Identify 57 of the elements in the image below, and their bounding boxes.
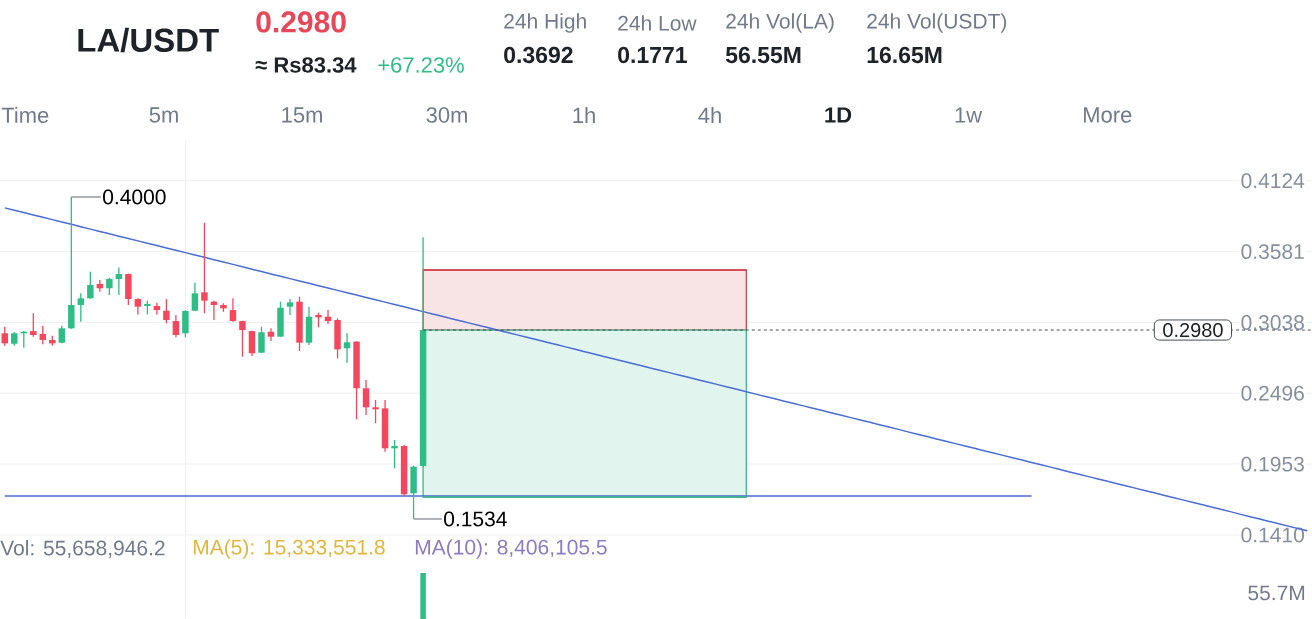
candlestick	[372, 399, 379, 424]
text: 0.1771	[618, 46, 687, 64]
text: More	[1084, 107, 1132, 123]
candlestick	[343, 332, 351, 364]
candlestick	[68, 196, 75, 330]
candlestick	[229, 297, 237, 323]
text: MA(10): 8,406,105.5	[415, 539, 607, 559]
annotation: 0.1534	[444, 511, 507, 527]
text: 0.3692	[504, 46, 573, 64]
candlestick	[77, 292, 85, 323]
text: 1D	[825, 107, 852, 123]
text: Vol: 55,658,946.2	[0, 540, 165, 558]
candlestick	[391, 439, 398, 469]
candlestick	[191, 282, 199, 312]
y-tick-label: 0.3581	[1241, 244, 1304, 260]
y-tick-label: 0.4124	[1241, 173, 1305, 189]
candlestick	[87, 271, 94, 300]
text: 24h Vol(USDT)	[867, 13, 1007, 33]
text: MA(5): 15,333,551.8	[193, 539, 385, 559]
candlestick	[362, 379, 370, 416]
text: 0.2980	[256, 11, 346, 33]
candlestick	[172, 314, 180, 338]
annotation: 0.4000	[103, 189, 166, 205]
candlestick	[267, 327, 275, 342]
text: ≈ Rs83.34	[255, 57, 357, 73]
y-tick-label: 0.3038	[1241, 315, 1304, 330]
chart-title: LA/USDT	[78, 27, 219, 53]
text: 15m	[282, 107, 322, 123]
candlestick	[39, 325, 47, 345]
ref-line-label: 0.2980	[1163, 322, 1223, 338]
text: 1w	[955, 107, 983, 123]
text: 16.65M	[867, 46, 942, 64]
text: 5m	[149, 107, 178, 123]
candlestick	[153, 302, 161, 316]
text: +67.23%	[378, 57, 464, 73]
candlestick	[182, 309, 189, 338]
candlestick	[30, 312, 37, 338]
candlestick	[1, 326, 8, 347]
candlestick	[163, 298, 170, 325]
text: 24h High	[504, 13, 586, 33]
text: 24h Low	[618, 15, 697, 31]
candlestick	[239, 320, 246, 358]
text: 30m	[426, 107, 467, 123]
y-tick-label: 0.1953	[1241, 456, 1304, 472]
text: 24h Vol(LA)	[726, 13, 834, 33]
text: Time	[1, 106, 49, 124]
candlestick	[258, 326, 265, 354]
y-tick-label: 0.2496	[1241, 385, 1304, 401]
candlestick	[115, 266, 123, 296]
candlestick	[248, 330, 256, 357]
candlestick	[201, 222, 208, 314]
candlestick	[286, 298, 294, 316]
y-tick-label: 0.1410	[1241, 527, 1304, 543]
annotation: 55.7M	[1248, 585, 1305, 601]
text: 56.55M	[725, 46, 801, 64]
text: 4h	[698, 107, 721, 123]
text: 1h	[573, 107, 595, 123]
